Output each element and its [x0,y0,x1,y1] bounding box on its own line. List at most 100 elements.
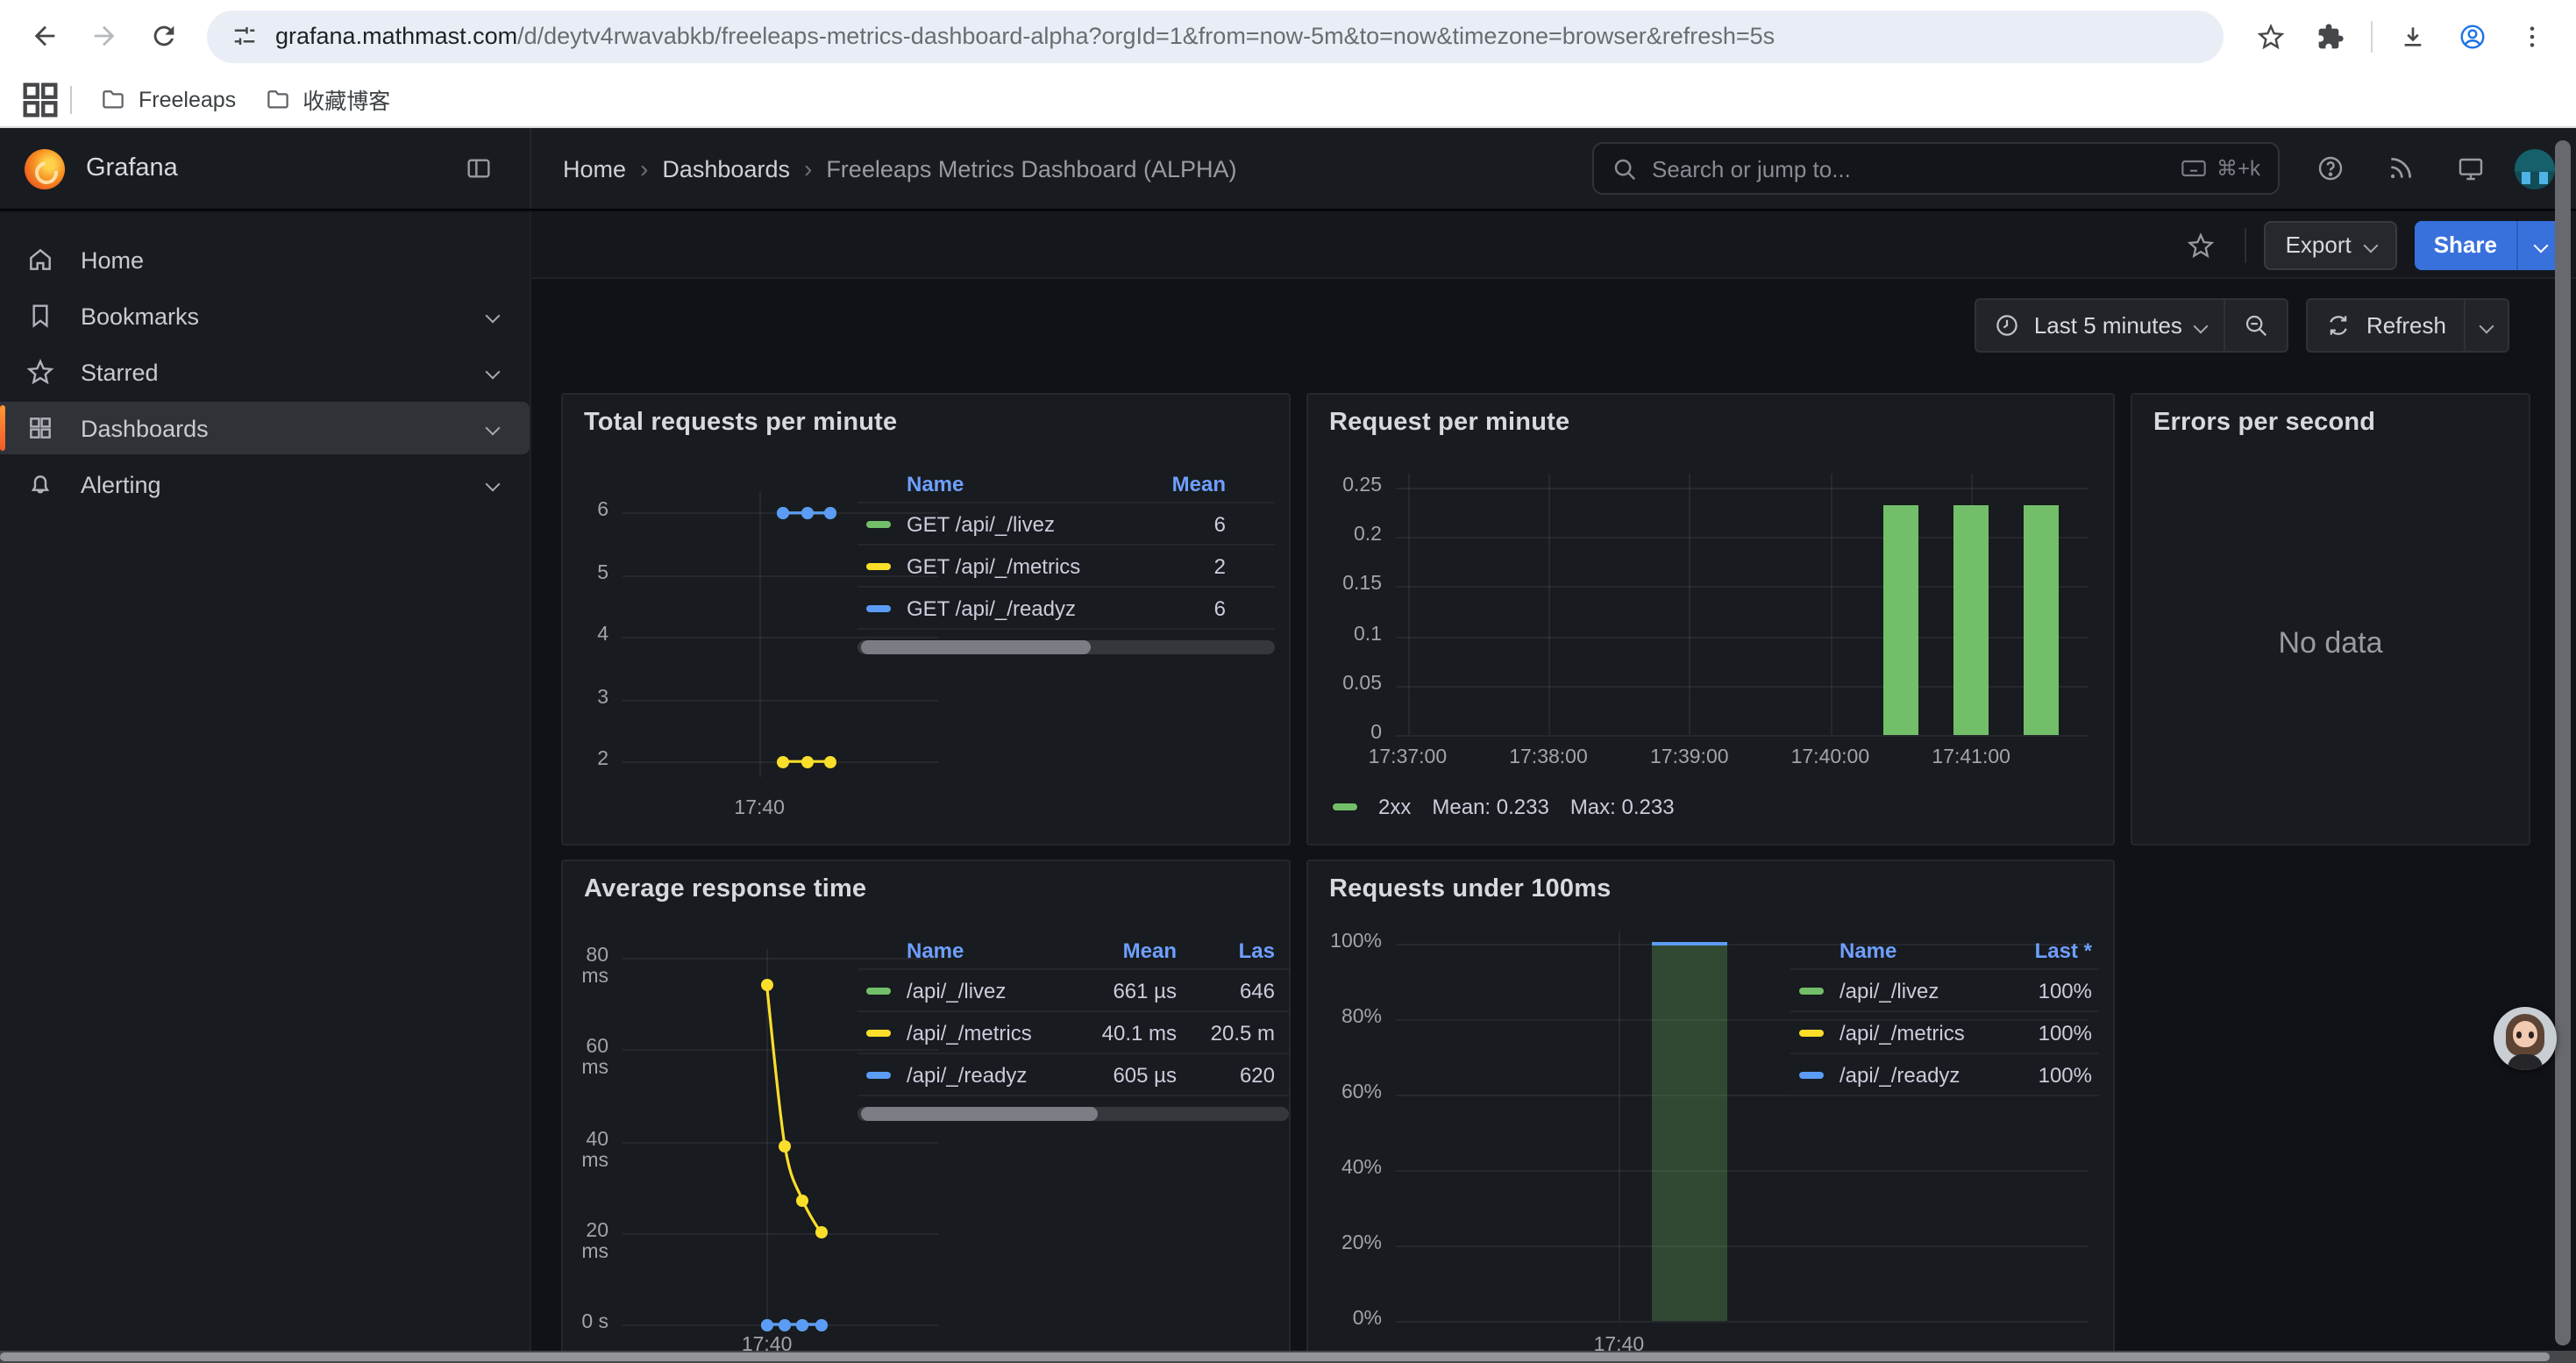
legend-inline[interactable]: 2xx Mean: 0.233 Max: 0.233 [1333,795,1675,819]
profile-icon[interactable] [2446,10,2499,62]
keyboard-icon [2180,154,2208,182]
sidebar-item-alerting[interactable]: Alerting [0,458,530,510]
legend-row[interactable]: GET /api/_/metrics2 [857,546,1275,588]
downloads-icon[interactable] [2387,10,2439,62]
legend-series-name: GET /api/_/readyz [907,596,1114,620]
panel-total-requests-per-minute[interactable]: Total requests per minute 6543217:40 Nam… [561,393,1291,846]
horizontal-scrollbar[interactable] [0,1351,2576,1363]
star-icon [0,358,81,386]
gridline [1396,1321,2089,1323]
data-point [761,1318,773,1331]
grafana-logo [25,148,65,189]
bar [2024,504,2059,735]
bar [1883,504,1918,735]
legend-horizontal-scrollbar[interactable] [857,1107,1289,1121]
data-point [779,1139,791,1152]
apps-grid-icon[interactable] [18,76,63,122]
folder-icon [264,86,290,112]
legend-horizontal-scrollbar[interactable] [857,640,1275,654]
chevron-down-icon [486,421,501,436]
bookmark-folder[interactable]: Freeleaps [86,77,250,121]
sidebar-item-dashboards[interactable]: Dashboards [0,402,530,454]
panel-request-per-minute[interactable]: Request per minute 00.050.10.150.20.2517… [1306,393,2115,846]
url-bar[interactable]: grafana.mathmast.com/d/deytv4rwavabkb/fr… [207,10,2224,62]
refresh-button[interactable]: Refresh [2309,300,2464,351]
panel-requests-under-100ms[interactable]: Requests under 100ms 0%20%40%60%80%100%1… [1306,860,2115,1363]
panel-average-response-time[interactable]: Average response time 80 ms60 ms40 ms20 … [561,860,1291,1363]
gridline [1548,474,1550,735]
url-text: grafana.mathmast.com/d/deytv4rwavabkb/fr… [275,23,1775,49]
sidebar-toggle-icon[interactable] [452,142,505,195]
sidebar: Home BookmarksStarredDashboardsAlerting [0,212,531,1363]
sidebar-item-starred[interactable]: Starred [0,346,530,398]
y-axis-tick: 100% [1308,931,1382,952]
forward-icon[interactable] [77,10,130,62]
legend-table: NameLast */api/_/livez100%/api/_/metrics… [1790,931,2099,1096]
zoom-out-button[interactable] [2226,300,2288,351]
gridline [1396,488,2089,489]
breadcrumb: Home›Dashboards›Freeleaps Metrics Dashbo… [531,154,1592,182]
chevron-down-icon [2194,318,2209,333]
user-avatar[interactable] [2515,148,2555,189]
legend-row[interactable]: /api/_/metrics40.1 ms20.5 m [857,1012,1289,1054]
reload-icon[interactable] [137,10,189,62]
refresh-interval-dropdown[interactable] [2466,300,2508,351]
kiosk-monitor-icon[interactable] [2444,142,2497,195]
site-settings-icon[interactable] [231,23,258,49]
series-color-pill [866,604,891,611]
extensions-icon[interactable] [2304,10,2357,62]
sidebar-item-home[interactable]: Home [0,233,530,286]
breadcrumb-item[interactable]: Dashboards [662,155,790,182]
brand-name: Grafana [86,154,452,182]
legend-value: 6 [1114,596,1226,620]
series-color-pill [1799,1071,1824,1078]
menu-kebab-icon[interactable] [2506,10,2558,62]
panel-errors-per-second[interactable]: Errors per second No data [2131,393,2530,846]
help-icon[interactable] [2304,142,2357,195]
breadcrumb-item[interactable]: Home [563,155,626,182]
chevron-down-icon [486,365,501,380]
legend-row[interactable]: GET /api/_/readyz6 [857,588,1275,630]
news-rss-icon[interactable] [2374,142,2427,195]
share-button[interactable]: Share [2415,220,2516,269]
gridline [1396,1245,2089,1247]
legend-row[interactable]: /api/_/metrics100% [1790,1012,2099,1054]
y-axis-tick: 0.2 [1308,525,1382,546]
legend-row[interactable]: /api/_/livez100% [1790,970,2099,1012]
y-axis-tick: 0.25 [1308,475,1382,496]
gridline [1830,474,1832,735]
zoom-out-icon [2244,312,2270,339]
legend-series-name: /api/_/metrics [907,1020,1071,1045]
series-color-pill [866,562,891,569]
favorite-star-icon[interactable] [2175,218,2228,271]
legend-value: 605 µs [1071,1062,1177,1087]
y-axis-tick: 40% [1308,1158,1382,1179]
y-axis-tick: 0 [1308,723,1382,744]
bookmark-star-icon[interactable] [2245,10,2297,62]
x-axis-tick: 17:38:00 [1487,747,1610,768]
legend-row[interactable]: /api/_/readyz100% [1790,1054,2099,1096]
time-range-picker[interactable]: Last 5 minutes [1976,300,2224,351]
legend-series-name: Name [1839,938,2001,962]
legend-row[interactable]: GET /api/_/livez6 [857,503,1275,546]
gridline [1396,735,2089,737]
export-button[interactable]: Export [2265,220,2397,269]
sidebar-item-bookmarks[interactable]: Bookmarks [0,289,530,342]
vertical-scrollbar[interactable] [2555,140,2571,1345]
x-axis-tick: 17:39:00 [1628,747,1751,768]
bookmark-folder[interactable]: 收藏博客 [250,77,404,121]
series-color-pill [1799,1029,1824,1036]
legend-series-name: /api/_/livez [907,978,1071,1003]
series-color-pill [866,987,891,994]
search-input[interactable]: Search or jump to... ⌘+k [1592,142,2280,195]
dashboard-actions-bar: Export Share [531,212,2576,279]
sidebar-item-label: Home [81,246,509,273]
back-icon[interactable] [18,10,70,62]
no-data-message: No data [2132,626,2529,661]
breadcrumb-item: Freeleaps Metrics Dashboard (ALPHA) [826,155,1236,182]
assistant-avatar-floating[interactable] [2494,1007,2557,1070]
legend-row[interactable]: /api/_/livez661 µs646 [857,970,1289,1012]
gridline [1396,1170,2089,1172]
series-color-pill [866,480,891,487]
legend-row[interactable]: /api/_/readyz605 µs620 [857,1054,1289,1096]
